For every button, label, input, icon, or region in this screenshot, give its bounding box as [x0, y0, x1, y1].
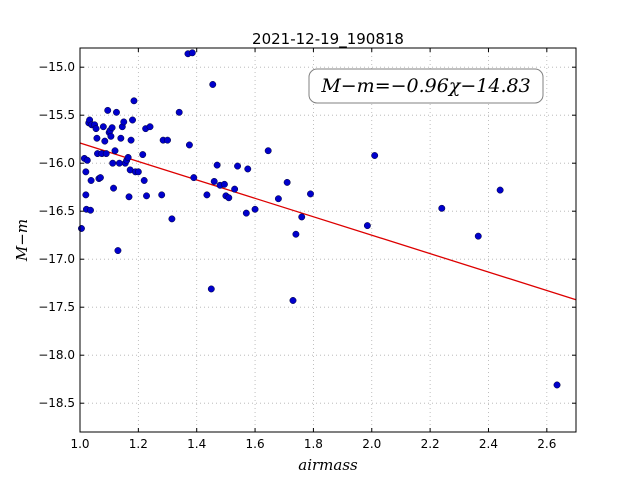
data-point	[244, 165, 252, 173]
data-point	[175, 108, 183, 116]
y-tick-label: −18.5	[38, 396, 75, 410]
data-point	[143, 192, 150, 200]
data-point	[115, 159, 123, 167]
data-point	[139, 151, 147, 159]
x-tick-label: 2.6	[537, 437, 556, 451]
x-axis-label: airmass	[298, 456, 358, 474]
data-point	[127, 136, 135, 144]
data-point	[114, 247, 122, 255]
data-point	[283, 178, 291, 186]
data-point	[474, 232, 482, 240]
data-point	[185, 141, 193, 149]
plot-frame	[79, 47, 577, 433]
y-tick-label: −15.5	[38, 108, 75, 122]
data-point	[213, 161, 221, 169]
x-tick-label: 2.0	[362, 437, 381, 451]
data-point	[242, 209, 250, 217]
x-tick-label: 1.8	[304, 437, 323, 451]
data-point	[82, 168, 90, 176]
data-point	[129, 116, 136, 124]
data-point	[234, 162, 242, 170]
data-point	[96, 174, 104, 182]
data-point	[168, 215, 176, 223]
data-point	[164, 136, 171, 144]
data-point	[264, 147, 272, 155]
data-point	[124, 153, 132, 161]
data-point	[125, 193, 133, 201]
axis-ticks: 1.0 1.2 1.4 1.6 1.8 2.0 2.2 2.4 2.6 −15.0 −15.5 −16…	[38, 48, 576, 451]
y-tick-label: −15.0	[38, 60, 75, 74]
data-point	[220, 180, 228, 188]
data-point	[209, 81, 217, 88]
data-point	[87, 177, 95, 184]
data-point	[210, 177, 218, 185]
data-point	[203, 191, 211, 199]
data-point	[496, 186, 504, 194]
data-point	[120, 118, 128, 126]
data-point	[251, 205, 259, 213]
y-tick-label: −16.0	[38, 156, 75, 170]
data-point	[110, 184, 118, 192]
data-point	[87, 206, 94, 214]
data-point	[158, 191, 166, 199]
data-point	[188, 49, 196, 57]
data-point	[104, 106, 112, 114]
data-point	[438, 204, 446, 212]
data-point	[190, 174, 198, 182]
fit-equation-annotation: M−m=−0.96χ−14.83	[320, 75, 530, 97]
y-axis-label: M−m	[13, 219, 31, 262]
data-point	[107, 132, 115, 140]
data-point	[113, 108, 120, 116]
data-point	[289, 297, 297, 304]
y-tick-label: −17.0	[38, 252, 75, 266]
y-tick-label: −17.5	[38, 300, 75, 314]
data-point	[553, 381, 561, 389]
data-point	[93, 134, 101, 142]
data-point	[109, 159, 117, 167]
x-tick-label: 2.4	[479, 437, 498, 451]
y-tick-label: −16.5	[38, 204, 75, 218]
y-tick-label: −18.0	[38, 348, 75, 362]
data-point	[130, 97, 138, 105]
data-point	[108, 124, 116, 132]
x-tick-label: 1.4	[187, 437, 206, 451]
data-point	[371, 152, 379, 159]
grid-lines	[79, 48, 576, 432]
data-point	[83, 156, 91, 164]
data-point	[102, 150, 110, 158]
data-point	[274, 195, 282, 203]
x-tick-label: 2.2	[421, 437, 440, 451]
x-tick-label: 1.6	[246, 437, 265, 451]
data-points	[78, 49, 561, 389]
data-point	[117, 134, 125, 142]
data-point	[140, 177, 148, 184]
data-point	[134, 168, 142, 176]
x-tick-label: 1.2	[129, 437, 148, 451]
chart-title: 2021-12-19_190818	[252, 30, 404, 49]
data-point	[146, 123, 154, 131]
data-point	[363, 222, 371, 230]
data-point	[92, 125, 100, 133]
x-tick-label: 1.0	[70, 437, 89, 451]
data-point	[111, 147, 119, 155]
annotation-box	[308, 68, 544, 104]
fit-line	[79, 142, 577, 301]
data-point	[82, 191, 90, 199]
data-point	[307, 190, 314, 198]
data-point	[78, 225, 85, 232]
data-point	[298, 213, 306, 221]
data-point	[225, 194, 233, 202]
data-point	[99, 123, 107, 131]
data-point	[231, 185, 239, 193]
data-point	[101, 137, 109, 145]
data-point	[207, 285, 215, 293]
data-point	[292, 230, 300, 238]
fit-line-group	[79, 142, 577, 301]
